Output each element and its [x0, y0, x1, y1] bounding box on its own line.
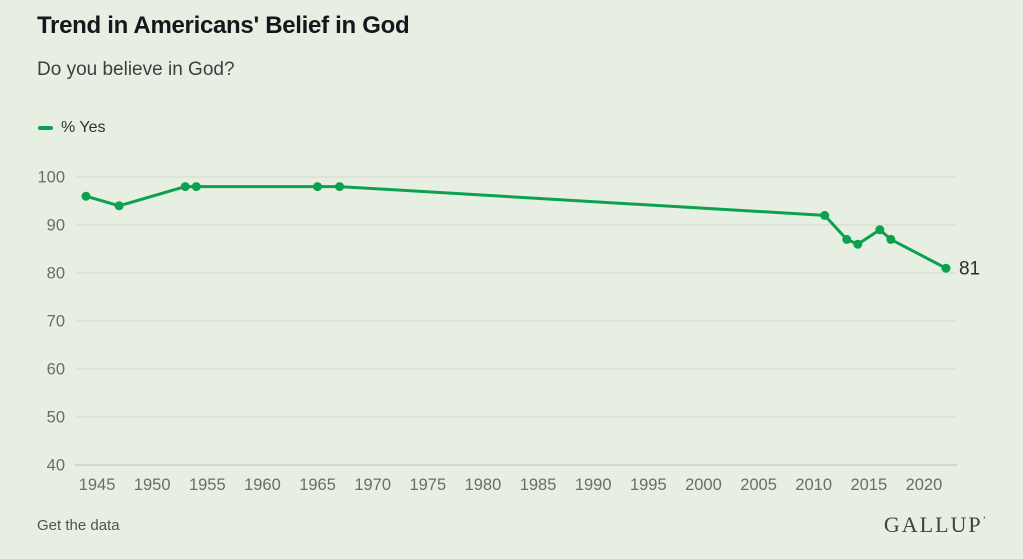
x-tick-label: 1985	[520, 476, 557, 494]
legend-line-swatch	[38, 126, 53, 130]
y-tick-label: 100	[37, 169, 65, 187]
x-tick-label: 1975	[409, 476, 446, 494]
y-tick-label: 60	[47, 361, 65, 379]
data-point-2013[interactable]	[842, 234, 852, 244]
data-point-1947[interactable]	[114, 201, 124, 211]
y-tick-label: 50	[47, 409, 65, 427]
y-tick-label: 70	[47, 313, 65, 331]
data-point-2017[interactable]	[886, 234, 896, 244]
x-tick-label: 1960	[244, 476, 281, 494]
chart-title: Trend in Americans' Belief in God	[37, 12, 410, 39]
gallup-logo-text: GALLUP	[883, 512, 983, 537]
data-point-1954[interactable]	[191, 182, 201, 192]
x-tick-label: 2010	[795, 476, 832, 494]
chart-subtitle: Do you believe in God?	[37, 59, 235, 80]
x-tick-label: 1955	[189, 476, 226, 494]
x-tick-label: 1980	[465, 476, 502, 494]
data-point-1953[interactable]	[180, 182, 190, 192]
data-point-2016[interactable]	[875, 225, 885, 235]
data-point-2022[interactable]	[941, 263, 951, 273]
y-tick-label: 90	[47, 217, 65, 235]
x-tick-label: 1945	[79, 476, 116, 494]
data-point-1965[interactable]	[313, 182, 323, 192]
x-tick-label: 2000	[685, 476, 722, 494]
data-point-1967[interactable]	[335, 182, 345, 192]
end-value-label: 81	[959, 259, 980, 280]
get-the-data-link[interactable]: Get the data	[37, 517, 120, 534]
y-tick-label: 40	[47, 457, 65, 475]
trademark-mark: ’	[982, 515, 986, 527]
data-point-2011[interactable]	[820, 210, 830, 220]
gallup-logo: GALLUP’	[884, 512, 986, 538]
legend: % Yes	[38, 119, 105, 137]
y-tick-label: 80	[47, 265, 65, 283]
x-tick-label: 2005	[740, 476, 777, 494]
x-tick-label: 1995	[630, 476, 667, 494]
x-tick-label: 2020	[906, 476, 943, 494]
x-tick-label: 1965	[299, 476, 336, 494]
x-tick-label: 1990	[575, 476, 612, 494]
x-tick-label: 2015	[850, 476, 887, 494]
legend-label: % Yes	[61, 119, 106, 136]
trend-line	[84, 185, 948, 270]
x-tick-label: 1950	[134, 476, 171, 494]
data-point-2014[interactable]	[853, 239, 863, 249]
data-point-1944[interactable]	[81, 191, 91, 201]
x-tick-label: 1970	[354, 476, 391, 494]
